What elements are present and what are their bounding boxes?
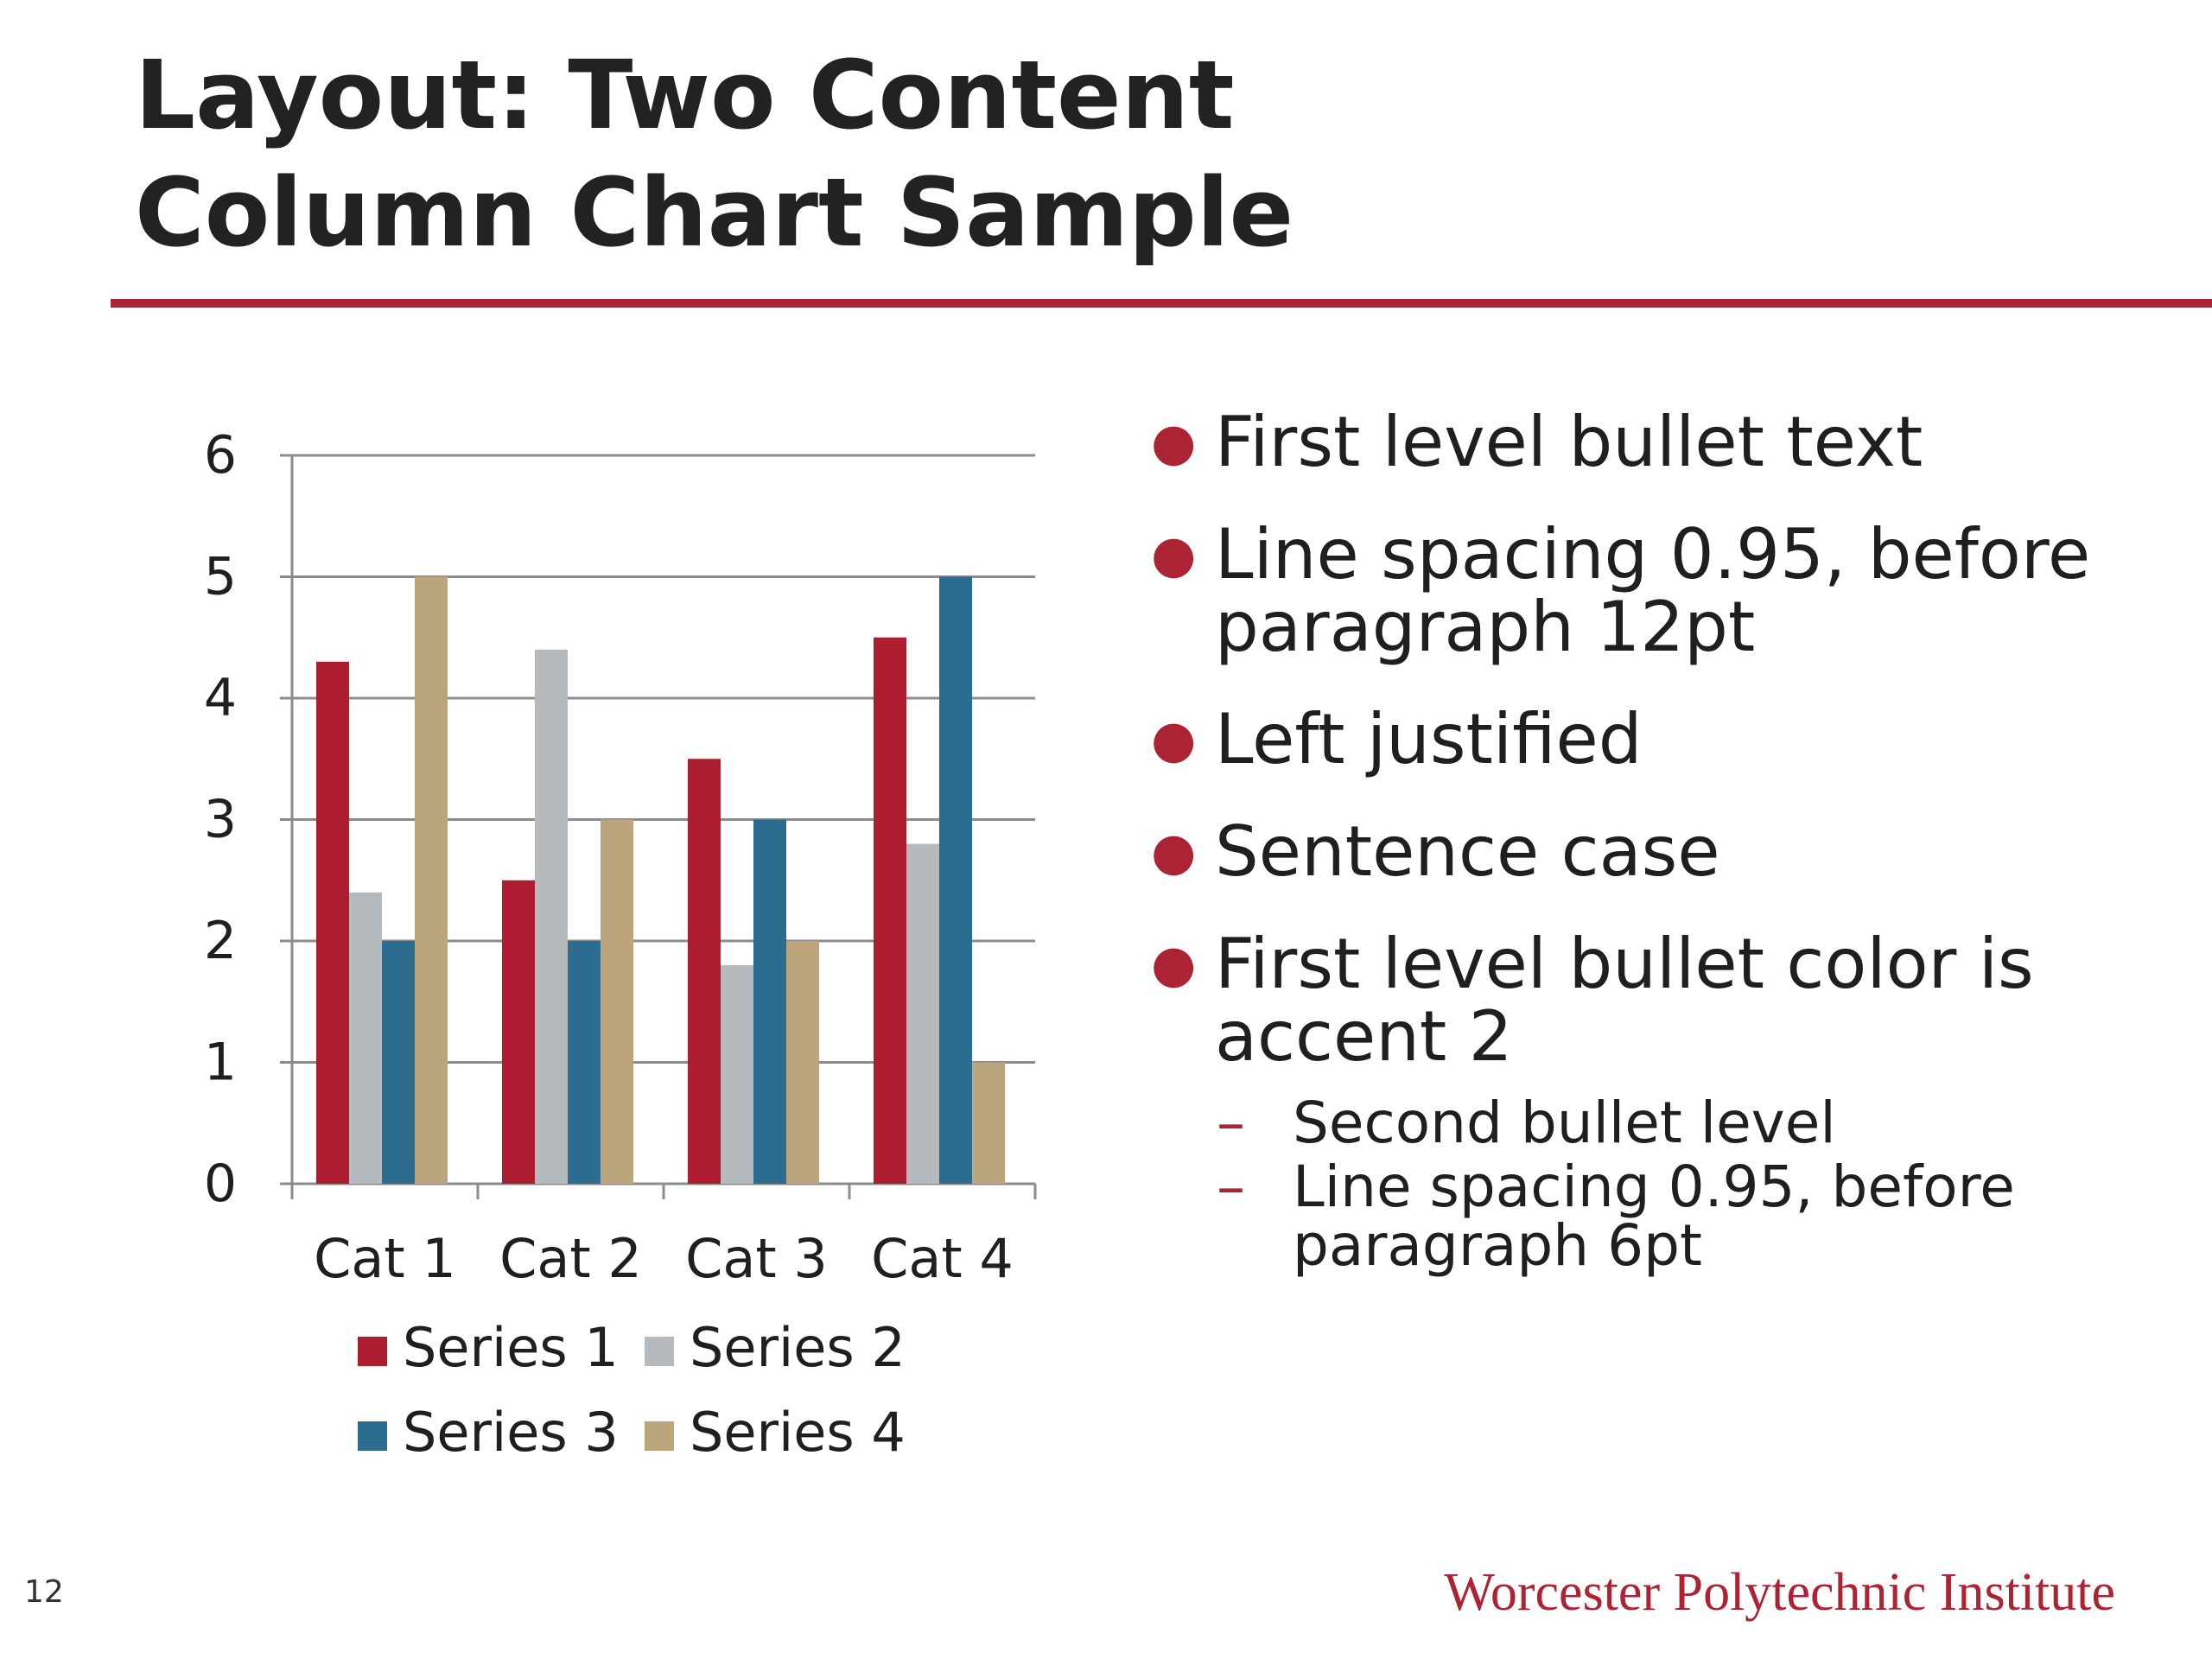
legend-swatch [358, 1421, 387, 1451]
bullet-dash-icon: – [1217, 1154, 1245, 1220]
bullet-item: ● First level bullet color is accent 2 [1141, 928, 2143, 1073]
title-line-1: Layout: Two Content [135, 40, 1235, 150]
legend-label: Series 3 [403, 1401, 619, 1464]
bar [415, 576, 448, 1184]
page-number: 12 [24, 1574, 64, 1610]
x-tick-label: Cat 4 [871, 1227, 1014, 1290]
bullet-text: First level bullet text [1215, 402, 1923, 482]
bar [502, 880, 535, 1184]
bar [688, 759, 721, 1184]
bullet-text: Left justified [1215, 699, 1643, 779]
bullet-item: ● Left justified [1141, 703, 2143, 776]
y-tick-label: 3 [204, 790, 237, 850]
bullet-text: Line spacing 0.95, before paragraph 12pt [1215, 514, 2091, 667]
bar [972, 1062, 1005, 1184]
x-tick-label: Cat 3 [685, 1227, 828, 1290]
sub-bullet-text: Second bullet level [1293, 1090, 1836, 1156]
bullet-dot-icon: ● [1151, 822, 1197, 882]
bullet-dot-icon: ● [1151, 412, 1197, 473]
bar [906, 843, 939, 1184]
y-tick-label: 0 [204, 1154, 237, 1214]
bar [939, 576, 972, 1184]
bar [535, 649, 568, 1184]
bullet-list: ● First level bullet text ● Line spacing 0… [1141, 406, 2143, 1300]
legend-swatch [358, 1337, 387, 1366]
y-tick-label: 2 [204, 911, 237, 971]
bar [786, 941, 819, 1184]
sub-bullet-item: – Second bullet level [1141, 1094, 2143, 1153]
bullet-dash-icon: – [1217, 1090, 1245, 1156]
legend-label: Series 1 [403, 1316, 619, 1379]
y-tick-label: 5 [204, 547, 237, 607]
legend-label: Series 2 [690, 1316, 906, 1379]
bar [601, 819, 633, 1184]
slide-title: Layout: Two Content Column Chart Sample [135, 36, 1604, 271]
bullet-dot-icon: ● [1151, 524, 1197, 585]
title-line-2: Column Chart Sample [135, 157, 1294, 268]
bar [753, 819, 786, 1184]
footer-brand: Worcester Polytechnic Institute [1444, 1563, 2115, 1622]
bullet-text: Sentence case [1215, 811, 1720, 892]
sub-bullet-item: – Line spacing 0.95, before paragraph 6pt [1141, 1158, 2143, 1275]
bar [382, 941, 415, 1184]
x-tick-label: Cat 2 [499, 1227, 642, 1290]
bar [568, 941, 601, 1184]
legend-swatch [645, 1421, 674, 1451]
bullet-dot-icon: ● [1151, 934, 1197, 995]
bar [349, 892, 382, 1184]
legend-label: Series 4 [690, 1401, 906, 1464]
bar [874, 637, 906, 1184]
y-tick-label: 1 [204, 1033, 237, 1093]
bar [721, 965, 753, 1184]
legend-swatch [645, 1337, 674, 1366]
bullet-dot-icon: ● [1151, 709, 1197, 770]
bullet-text: First level bullet color is accent 2 [1215, 924, 2034, 1077]
bullet-item: ● First level bullet text [1141, 406, 2143, 479]
bullet-item: ● Line spacing 0.95, before paragraph 12p… [1141, 518, 2143, 664]
y-tick-label: 6 [204, 425, 237, 486]
y-tick-label: 4 [204, 668, 237, 728]
sub-bullet-text: Line spacing 0.95, before paragraph 6pt [1293, 1154, 2015, 1279]
title-divider [111, 299, 2212, 308]
bullet-item: ● Sentence case [1141, 816, 2143, 888]
x-tick-label: Cat 1 [314, 1227, 456, 1290]
bar [316, 661, 349, 1184]
